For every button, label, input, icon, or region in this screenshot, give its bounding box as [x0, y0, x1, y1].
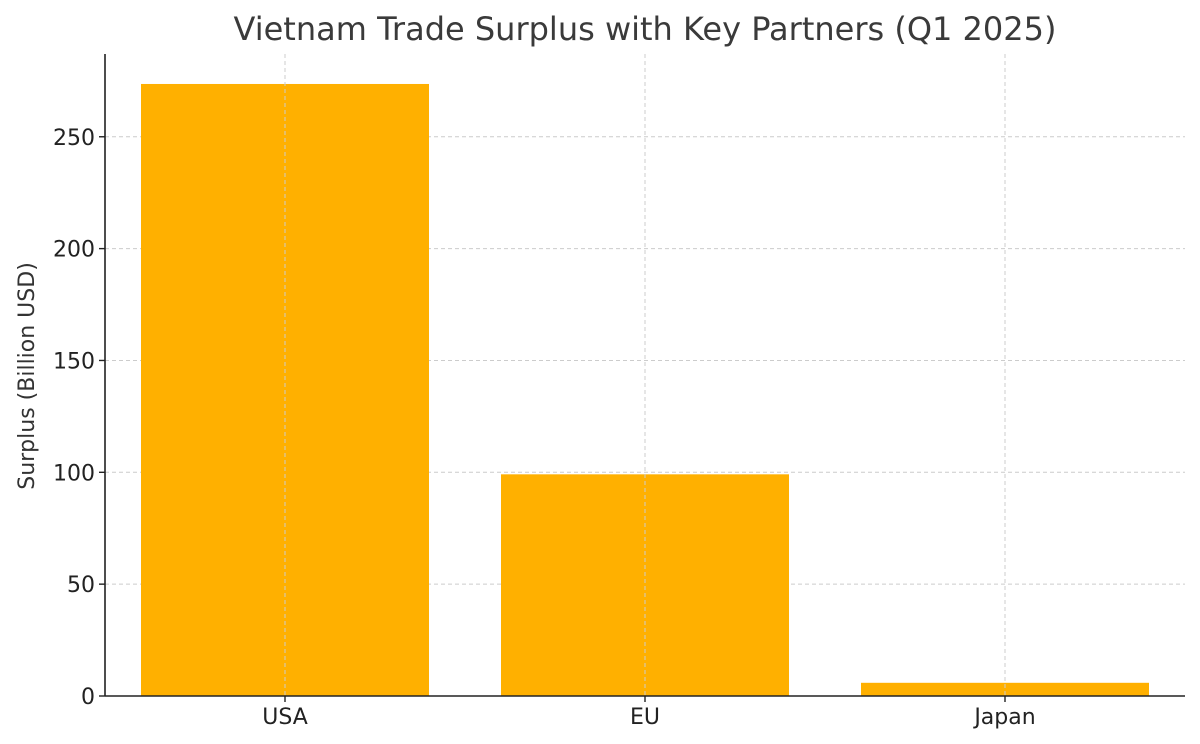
y-tick-label: 200 — [53, 238, 95, 263]
bar-eu — [501, 474, 789, 696]
x-tick-label-usa: USA — [262, 705, 308, 730]
bar-japan — [861, 682, 1149, 696]
tick-labels: 0 50 100 150 200 250 USA EU Japan — [53, 126, 1036, 730]
y-tick-label: 250 — [53, 126, 95, 151]
y-tick-label: 50 — [67, 573, 95, 598]
x-tick-label-japan: Japan — [972, 705, 1035, 730]
x-tick-label-eu: EU — [630, 705, 660, 730]
axes — [99, 54, 1185, 702]
y-tick-label: 150 — [53, 349, 95, 374]
y-tick-label: 0 — [81, 685, 95, 710]
bars — [141, 83, 1149, 696]
y-tick-label: 100 — [53, 461, 95, 486]
y-axis-label: Surplus (Billion USD) — [15, 262, 40, 490]
chart-title: Vietnam Trade Surplus with Key Partners … — [234, 10, 1057, 48]
vertical-grid — [284, 54, 1006, 696]
